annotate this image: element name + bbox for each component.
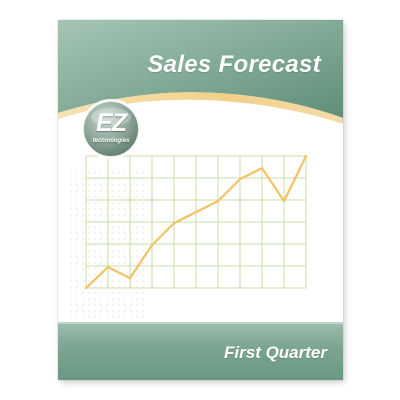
data-point <box>129 277 131 279</box>
sales-line-chart <box>84 154 308 290</box>
cover-subtitle: First Quarter <box>224 343 327 362</box>
data-point <box>217 200 219 203</box>
chart-grid <box>85 155 307 289</box>
logo-badge-icon <box>81 99 141 159</box>
logo-mark: EZ <box>96 109 127 137</box>
report-cover: EZ technologies Sales Forecast First Qua… <box>58 20 343 380</box>
data-point <box>195 211 197 214</box>
logo-tagline: technologies <box>92 138 130 144</box>
data-point <box>107 266 109 268</box>
cover-title: Sales Forecast <box>147 51 321 78</box>
chart-series-layer <box>84 154 308 290</box>
cover-header-band <box>58 20 343 124</box>
data-point <box>239 178 241 181</box>
data-point <box>305 155 307 157</box>
cover-footer-band: First Quarter <box>58 322 343 380</box>
data-point <box>151 244 153 247</box>
data-point <box>283 200 285 203</box>
data-point <box>261 167 263 170</box>
data-point <box>85 287 87 289</box>
ez-technologies-logo: EZ technologies <box>80 98 142 160</box>
data-point <box>173 222 175 225</box>
